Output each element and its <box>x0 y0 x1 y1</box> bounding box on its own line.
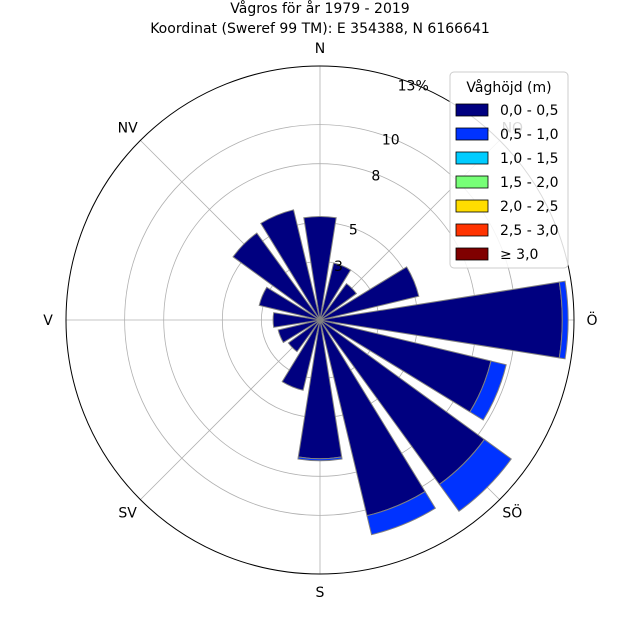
radial-tick-label: 13% <box>398 78 429 94</box>
bar-segment-ö-bin1 <box>558 280 569 360</box>
direction-label-n: N <box>315 41 325 57</box>
direction-label-nv: NV <box>118 121 138 137</box>
legend-swatch <box>455 199 489 213</box>
radial-tick-label: 3 <box>334 259 343 275</box>
bar-segment-oso-bin1 <box>469 360 507 421</box>
bar-segment-so-bin1 <box>438 438 512 512</box>
direction-label-o: Ö <box>586 311 597 329</box>
legend-label: 2,5 - 3,0 <box>500 223 558 239</box>
legend-swatch <box>455 151 489 165</box>
bar-segment-sv-bin0 <box>287 319 321 353</box>
bar-segment-no-bin0 <box>319 282 358 321</box>
legend-swatch <box>455 175 489 189</box>
bar-segment-ono-bin0 <box>319 266 420 321</box>
direction-label-v: V <box>43 313 53 329</box>
bar-segment-nv-bin0 <box>232 232 321 321</box>
direction-label-so: SÖ <box>502 503 522 521</box>
legend-swatch <box>455 247 489 261</box>
legend-box <box>449 71 569 269</box>
bar-segment-nnv-bin0 <box>260 209 321 321</box>
legend-swatch <box>455 127 489 141</box>
radial-tick-label: 10 <box>382 132 400 148</box>
bar-segment-nno-bin0 <box>319 262 352 321</box>
legend: Våghöjd (m) 0,0 - 0,5 0,5 - 1,0 1,0 - 1,5 1… <box>449 71 569 269</box>
legend-label: 1,0 - 1,5 <box>500 151 558 167</box>
direction-label-s: S <box>316 585 325 601</box>
legend-label: 0,0 - 0,5 <box>500 103 558 119</box>
chart-title: Vågros för år 1979 - 2019 <box>230 0 409 17</box>
bar-segment-sso-bin1 <box>366 490 437 536</box>
legend-items: 0,0 - 0,5 0,5 - 1,0 1,0 - 1,5 1,5 - 2,0 2,0 … <box>455 103 558 263</box>
radial-tick-label: 5 <box>349 223 358 239</box>
radial-tick-label: 8 <box>371 169 380 185</box>
bar-segment-s-bin1 <box>297 456 343 462</box>
radial-tick-labels: 3 5 8 10 13% <box>334 78 429 275</box>
direction-label-sv: SV <box>118 505 137 521</box>
outer-circle <box>65 65 575 575</box>
grid-spoke <box>140 319 321 500</box>
legend-swatch <box>455 223 489 237</box>
legend-label: ≥ 3,0 <box>500 247 538 263</box>
legend-label: 0,5 - 1,0 <box>500 127 558 143</box>
bar-segment-vnv-bin0 <box>258 286 321 321</box>
legend-swatch <box>455 103 489 117</box>
chart-subtitle: Koordinat (Sweref 99 TM): E 354388, N 61… <box>150 21 490 37</box>
bar-segment-n-bin0 <box>303 215 337 321</box>
legend-title: Våghöjd (m) <box>466 79 551 96</box>
legend-label: 1,5 - 2,0 <box>500 175 558 191</box>
legend-label: 2,0 - 2,5 <box>500 199 558 215</box>
bar-segment-vsv-bin0 <box>277 319 321 344</box>
wind-rose-bars <box>232 209 569 536</box>
bar-segment-v-bin0 <box>272 312 321 328</box>
bar-segment-ssv-bin0 <box>281 319 321 391</box>
